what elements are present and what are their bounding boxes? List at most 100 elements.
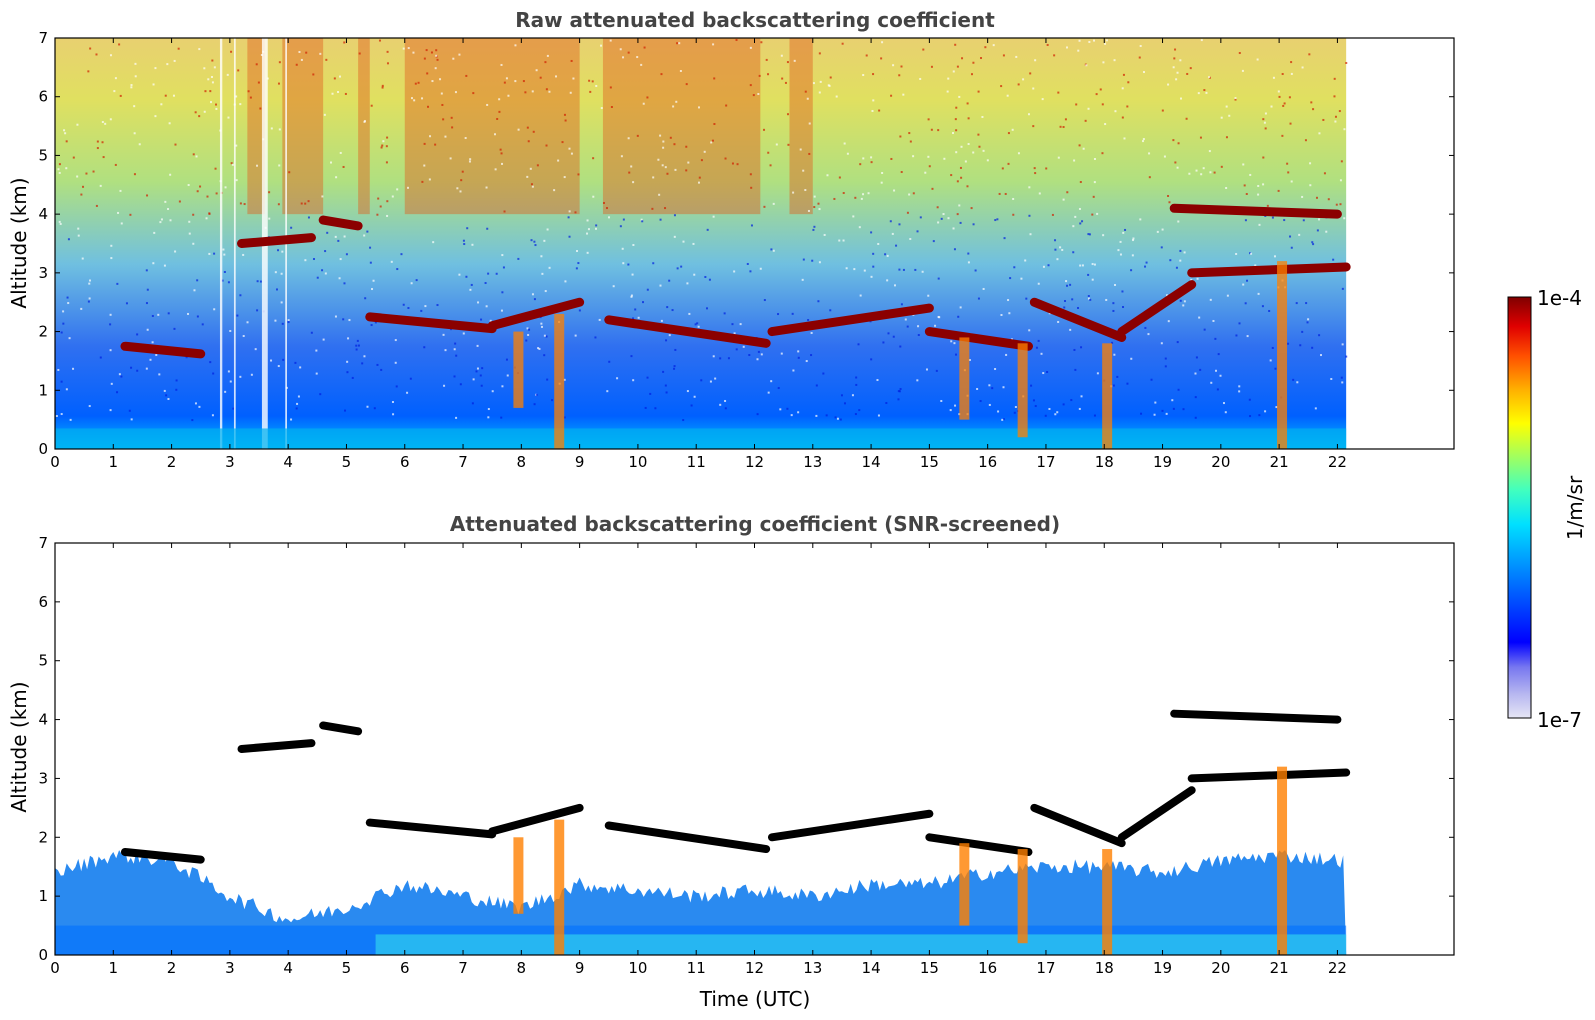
noise-speckle xyxy=(1080,346,1083,349)
noise-speckle xyxy=(748,354,751,357)
noise-speckle xyxy=(980,57,983,60)
noise-speckle xyxy=(343,282,346,285)
noise-speckle xyxy=(544,61,547,64)
cloud-layer xyxy=(365,818,497,839)
noise-speckle xyxy=(347,337,350,340)
cloud-layer xyxy=(1117,786,1196,842)
noise-speckle xyxy=(672,105,675,108)
noise-speckle xyxy=(1169,259,1172,262)
noise-speckle xyxy=(649,392,652,395)
noise-speckle xyxy=(402,47,405,50)
noise-speckle xyxy=(1257,292,1260,295)
y-tick-label: 1 xyxy=(38,887,48,905)
noise-speckle xyxy=(1053,54,1056,57)
noise-speckle xyxy=(443,384,446,387)
noise-speckle xyxy=(343,41,346,44)
noise-speckle xyxy=(1172,66,1175,69)
noise-speckle xyxy=(439,78,442,81)
noise-speckle xyxy=(1065,46,1068,49)
noise-speckle xyxy=(950,174,953,177)
noise-speckle xyxy=(421,180,424,183)
noise-speckle xyxy=(899,135,902,138)
cloud-layer xyxy=(767,303,934,337)
noise-speckle xyxy=(1091,263,1094,266)
noise-speckle xyxy=(666,306,669,309)
noise-speckle xyxy=(727,357,730,360)
noise-speckle xyxy=(637,316,640,319)
noise-speckle xyxy=(1177,220,1180,223)
noise-speckle xyxy=(1208,76,1211,79)
noise-speckle xyxy=(154,115,157,118)
noise-speckle xyxy=(818,52,821,55)
noise-speckle xyxy=(851,394,854,397)
noise-speckle xyxy=(239,294,242,297)
noise-speckle xyxy=(842,192,845,195)
panel-raw-plot-area: 0 1 2 3 4 5 6 7 8 9 10 11 12 13 14 15 16 17 18 19 20 21 220123… xyxy=(38,29,1455,471)
noise-speckle xyxy=(855,376,858,379)
noise-speckle xyxy=(1002,418,1005,421)
noise-speckle xyxy=(282,358,285,361)
noise-speckle xyxy=(982,287,985,290)
noise-speckle xyxy=(1205,91,1208,94)
noise-speckle xyxy=(76,175,79,178)
noise-speckle xyxy=(207,78,210,81)
noise-speckle xyxy=(366,230,369,233)
noise-speckle xyxy=(80,193,83,196)
noise-speckle xyxy=(369,246,372,249)
noise-speckle xyxy=(586,251,589,254)
noise-speckle xyxy=(355,344,358,347)
noise-speckle xyxy=(900,65,903,68)
y-tick-label: 7 xyxy=(38,534,48,552)
noise-speckle xyxy=(674,168,677,171)
noise-speckle xyxy=(1093,414,1096,417)
noise-speckle xyxy=(855,383,858,386)
noise-speckle xyxy=(876,379,879,382)
noise-speckle xyxy=(947,217,950,220)
x-tick-label: 5 xyxy=(342,959,352,977)
noise-speckle xyxy=(358,52,361,55)
noise-speckle xyxy=(568,210,571,213)
noise-speckle xyxy=(469,158,472,161)
noise-speckle xyxy=(377,197,380,200)
noise-speckle xyxy=(1290,246,1293,249)
noise-speckle xyxy=(57,368,60,371)
noise-speckle xyxy=(1213,171,1216,174)
noise-speckle xyxy=(346,371,349,374)
noise-speckle xyxy=(682,419,685,422)
noise-speckle xyxy=(735,39,738,42)
noise-speckle xyxy=(636,56,639,59)
noise-speckle xyxy=(288,171,291,174)
noise-speckle xyxy=(1102,61,1105,64)
noise-speckle xyxy=(770,380,773,383)
noise-speckle xyxy=(366,405,369,408)
noise-speckle xyxy=(1038,192,1041,195)
noise-speckle xyxy=(77,227,80,230)
noise-speckle xyxy=(739,323,742,326)
noise-speckle xyxy=(955,129,958,132)
noise-speckle xyxy=(173,59,176,62)
noise-speckle xyxy=(806,97,809,100)
noise-speckle xyxy=(67,302,70,305)
noise-speckle xyxy=(557,159,560,162)
noise-speckle xyxy=(1139,45,1142,48)
noise-speckle xyxy=(994,219,997,222)
noise-speckle xyxy=(1200,173,1203,176)
noise-speckle xyxy=(792,191,795,194)
noise-speckle xyxy=(65,140,68,143)
noise-speckle xyxy=(834,416,837,419)
noise-speckle xyxy=(215,103,218,106)
noise-speckle xyxy=(432,241,435,244)
noise-speckle xyxy=(674,348,677,351)
x-tick-label: 8 xyxy=(517,959,527,977)
noise-speckle xyxy=(164,94,167,97)
noise-speckle xyxy=(464,137,467,140)
noise-speckle xyxy=(270,127,273,130)
noise-speckle xyxy=(972,223,975,226)
noise-column xyxy=(247,38,265,215)
noise-speckle xyxy=(1163,155,1166,158)
noise-speckle xyxy=(858,226,861,229)
panel-raw-y-axis-label: Altitude (km) xyxy=(7,177,31,308)
noise-speckle xyxy=(898,390,901,393)
noise-speckle xyxy=(1030,384,1033,387)
noise-speckle xyxy=(1092,195,1095,198)
